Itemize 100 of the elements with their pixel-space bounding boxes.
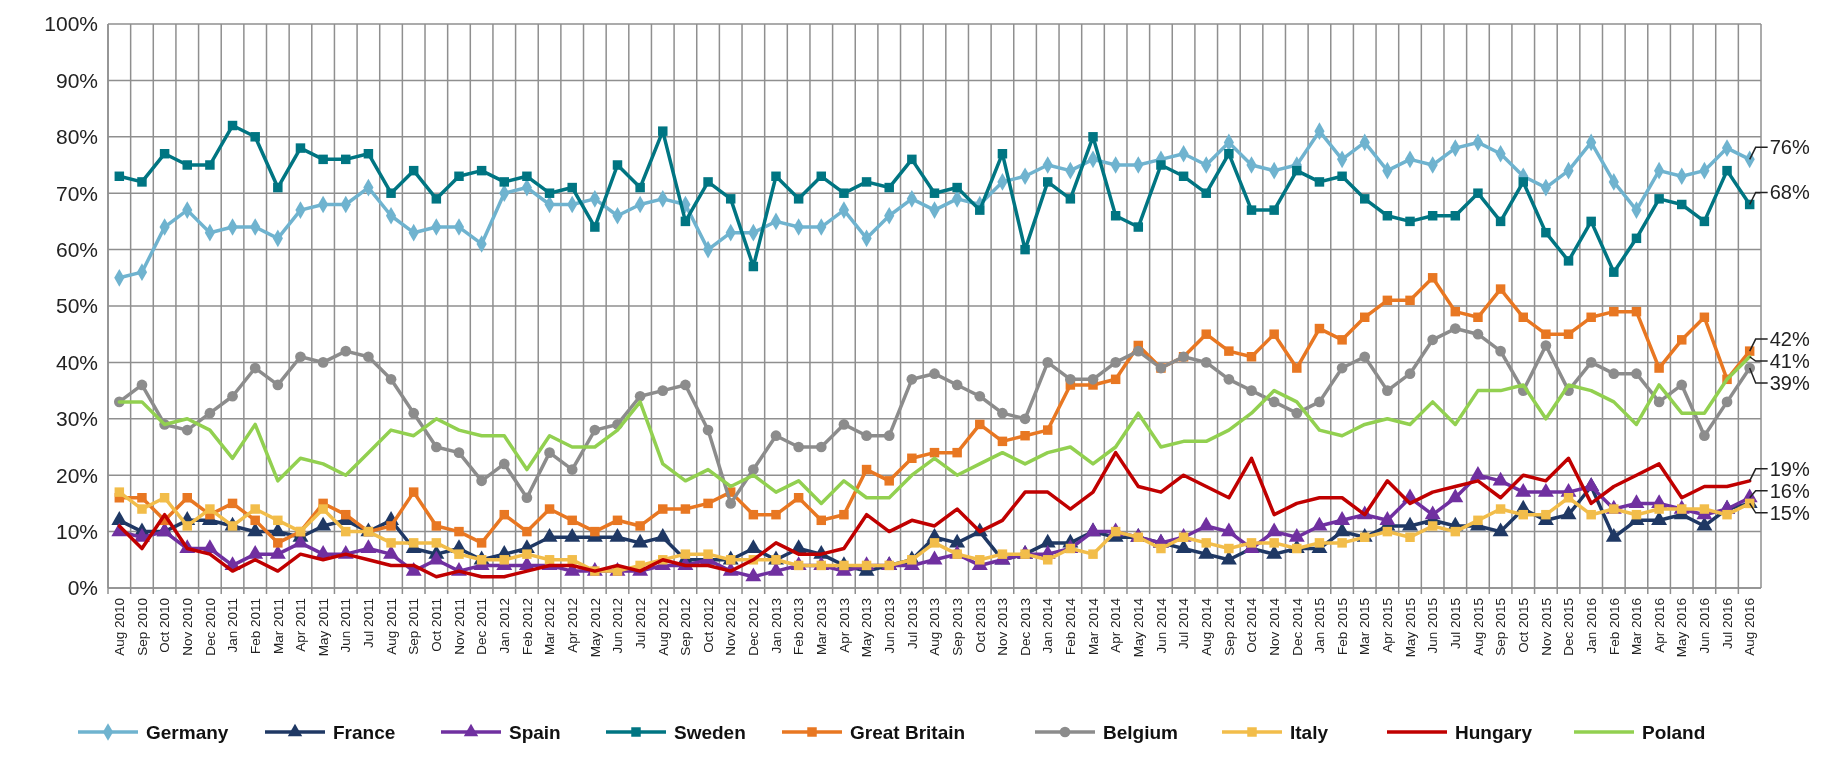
- x-tick-label: Feb 2012: [519, 598, 535, 656]
- y-tick-label: 90%: [55, 68, 98, 92]
- annotation: 16%: [1769, 479, 1810, 502]
- x-tick-label: Jun 2014: [1153, 597, 1169, 654]
- x-tick-label: Sep 2011: [406, 598, 422, 655]
- y-tick-label: 70%: [55, 181, 98, 205]
- y-tick-label: 80%: [55, 125, 98, 149]
- annotation: 19%: [1769, 457, 1810, 480]
- x-tick-label: Jun 2013: [881, 598, 897, 654]
- x-tick-label: May 2016: [1674, 598, 1690, 658]
- x-tick-label: Mar 2012: [542, 598, 558, 656]
- x-tick-label: Mar 2014: [1085, 597, 1101, 656]
- x-tick-label: Mar 2016: [1629, 598, 1645, 656]
- x-tick-label: Dec 2013: [1017, 598, 1033, 656]
- x-tick-label: Feb 2015: [1334, 598, 1350, 656]
- x-tick-label: Nov 2014: [1266, 597, 1282, 656]
- x-tick-label: Jan 2016: [1583, 598, 1599, 654]
- x-tick-label: Jun 2012: [610, 598, 626, 654]
- legend-label: Sweden: [674, 721, 746, 743]
- x-tick-label: Dec 2014: [1289, 597, 1305, 656]
- x-tick-label: Jun 2011: [338, 598, 354, 653]
- x-tick-label: Aug 2013: [927, 598, 943, 656]
- x-tick-label: Oct 2011: [429, 598, 445, 652]
- x-tick-label: Apr 2011: [293, 598, 309, 652]
- annotation: 76%: [1769, 136, 1810, 159]
- x-tick-label: Aug 2014: [1198, 597, 1214, 656]
- x-tick-label: Feb 2016: [1606, 598, 1622, 656]
- x-tick-label: Oct 2014: [1244, 597, 1260, 653]
- x-tick-label: Mar 2015: [1357, 598, 1373, 656]
- x-tick-label: May 2011: [315, 598, 331, 657]
- y-tick-label: 20%: [55, 463, 98, 487]
- legend-label: Poland: [1642, 721, 1706, 743]
- y-tick-label: 30%: [55, 407, 98, 431]
- x-tick-label: Dec 2010: [202, 598, 218, 656]
- x-tick-label: Aug 2015: [1470, 598, 1486, 656]
- x-tick-label: Dec 2015: [1561, 598, 1577, 656]
- x-tick-label: Jan 2012: [496, 598, 512, 654]
- y-tick-label: 0%: [67, 576, 98, 600]
- annotation: 68%: [1769, 181, 1810, 204]
- y-tick-label: 60%: [55, 237, 98, 261]
- x-tick-label: Mar 2011: [270, 598, 286, 655]
- x-tick-label: Jan 2015: [1312, 598, 1328, 654]
- x-tick-label: Jul 2011: [361, 598, 377, 649]
- x-tick-label: May 2015: [1402, 598, 1418, 658]
- x-tick-label: Apr 2016: [1651, 598, 1667, 653]
- x-tick-label: May 2013: [859, 598, 875, 658]
- x-tick-label: Jul 2012: [632, 598, 648, 650]
- legend-label: Great Britain: [850, 721, 966, 743]
- x-tick-label: Oct 2013: [972, 598, 988, 653]
- x-tick-label: Aug 2011: [383, 598, 399, 655]
- y-tick-label: 40%: [55, 350, 98, 374]
- x-tick-label: Oct 2010: [157, 598, 173, 653]
- x-tick-label: Nov 2010: [179, 598, 195, 656]
- x-tick-label: Jul 2015: [1448, 598, 1464, 650]
- x-tick-label: May 2012: [587, 598, 603, 658]
- x-tick-label: Jul 2014: [1176, 597, 1192, 650]
- x-tick-label: Aug 2012: [655, 598, 671, 656]
- x-tick-label: Jan 2014: [1040, 597, 1056, 654]
- y-tick-label: 100%: [44, 12, 98, 36]
- x-tick-label: May 2014: [1131, 597, 1147, 658]
- x-tick-label: Jan 2013: [768, 598, 784, 654]
- x-tick-label: Dec 2012: [746, 598, 762, 656]
- legend-label: Belgium: [1103, 721, 1178, 743]
- x-tick-label: Jul 2016: [1719, 598, 1735, 650]
- x-tick-label: Feb 2014: [1063, 597, 1079, 656]
- annotation: 15%: [1769, 501, 1810, 524]
- annotation: 42%: [1769, 328, 1810, 351]
- legend-label: Italy: [1290, 721, 1329, 743]
- legend-label: Hungary: [1455, 721, 1533, 743]
- x-tick-label: Mar 2013: [814, 598, 830, 656]
- annotation: 39%: [1769, 372, 1810, 395]
- x-tick-label: Oct 2015: [1515, 598, 1531, 653]
- x-tick-label: Nov 2012: [723, 598, 739, 656]
- x-tick-label: Oct 2012: [700, 598, 716, 653]
- x-tick-label: Jun 2015: [1425, 598, 1441, 654]
- x-tick-label: Sep 2015: [1493, 598, 1509, 656]
- x-tick-label: Sep 2013: [949, 598, 965, 656]
- x-tick-label: Jan 2011: [225, 598, 241, 653]
- annotation: 41%: [1769, 350, 1810, 373]
- x-tick-label: Apr 2013: [836, 598, 852, 653]
- x-tick-label: Jun 2016: [1697, 598, 1713, 654]
- x-tick-label: Dec 2011: [474, 598, 490, 655]
- x-tick-label: Nov 2013: [995, 598, 1011, 656]
- x-tick-label: Feb 2011: [247, 598, 263, 655]
- legend-label: France: [333, 721, 396, 743]
- x-tick-label: Apr 2012: [564, 598, 580, 653]
- x-tick-label: Sep 2014: [1221, 597, 1237, 656]
- y-tick-label: 50%: [55, 294, 98, 318]
- x-tick-label: Apr 2015: [1380, 598, 1396, 653]
- x-tick-label: Nov 2015: [1538, 598, 1554, 656]
- legend-label: Germany: [146, 721, 229, 743]
- x-tick-label: Aug 2016: [1742, 598, 1758, 656]
- x-tick-label: Jul 2013: [904, 598, 920, 650]
- x-tick-label: Aug 2010: [112, 598, 128, 656]
- x-tick-label: Sep 2010: [134, 598, 150, 656]
- y-tick-label: 10%: [55, 519, 98, 543]
- x-tick-label: Sep 2012: [678, 598, 694, 656]
- x-tick-label: Feb 2013: [791, 598, 807, 656]
- x-tick-label: Apr 2014: [1108, 597, 1124, 653]
- legend-label: Spain: [509, 721, 561, 743]
